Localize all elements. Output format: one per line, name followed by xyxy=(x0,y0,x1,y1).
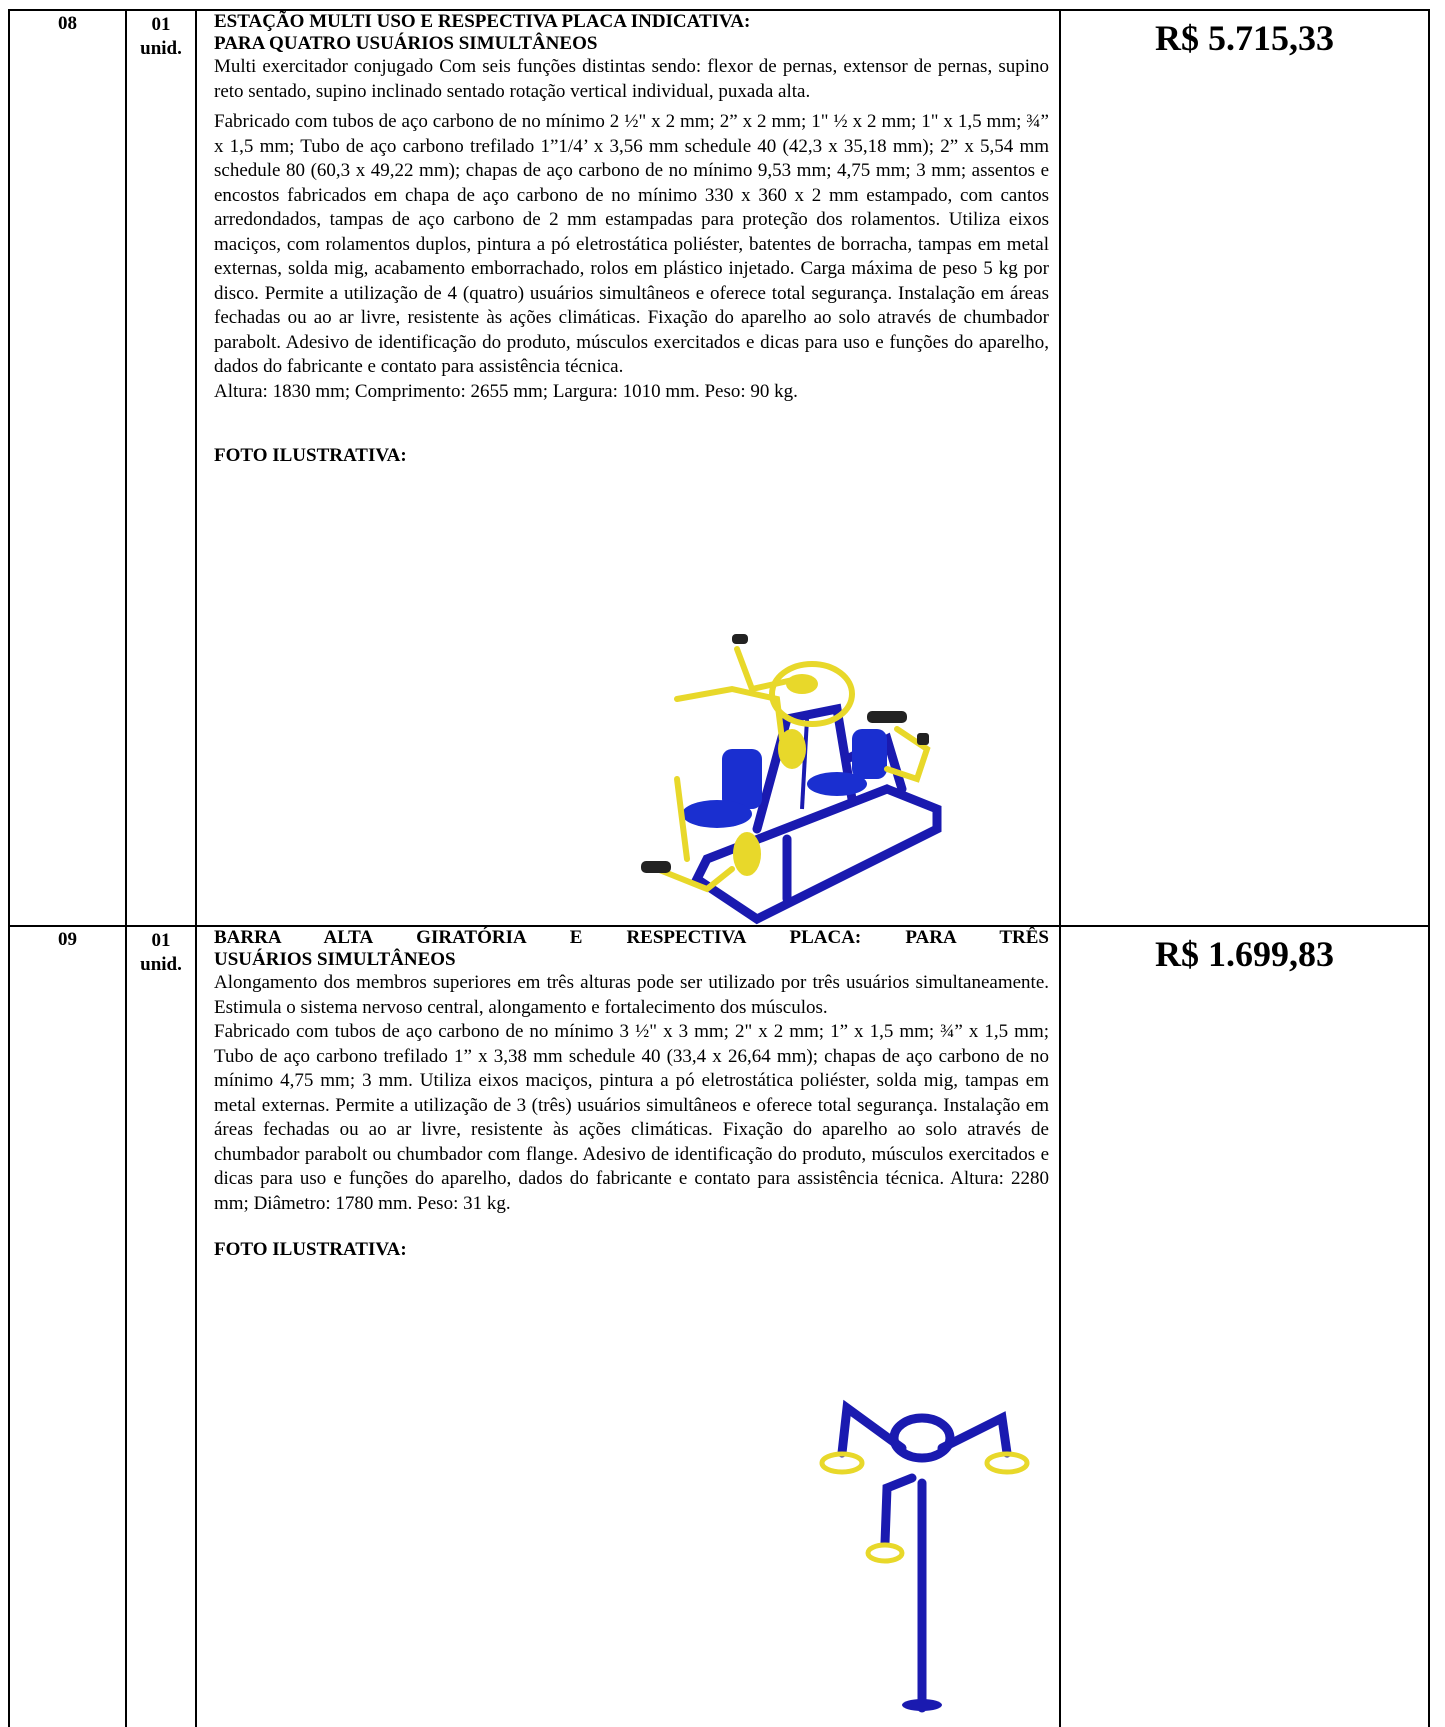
photo-label: FOTO ILUSTRATIVA: xyxy=(214,445,407,466)
paragraph: Fabricado com tubos de aço carbono de no… xyxy=(214,111,1049,377)
unit: unid. xyxy=(140,954,182,975)
equipment-illustration xyxy=(641,634,942,925)
item-number: 09 xyxy=(8,927,125,1727)
paragraph: Multi exercitador conjugado Com seis fun… xyxy=(214,56,1049,102)
unit: unid. xyxy=(140,38,182,59)
paragraph: Altura: 1830 mm; Comprimento: 2655 mm; L… xyxy=(214,380,798,402)
description-cell: BARRA ALTA GIRATÓRIA E RESPECTIVA PLACA:… xyxy=(195,927,1059,1727)
title-line: PARA QUATRO USUÁRIOS SIMULTÂNEOS xyxy=(214,33,598,54)
description-cell: ESTAÇÃO MULTI USO E RESPECTIVA PLACA IND… xyxy=(195,11,1059,925)
quantity-cell: 01 unid. xyxy=(125,927,195,1727)
title-line: ESTAÇÃO MULTI USO E RESPECTIVA PLACA IND… xyxy=(214,11,751,32)
price: R$ 1.699,83 xyxy=(1059,927,1430,1727)
item-title: BARRA ALTA GIRATÓRIA E RESPECTIVA PLACA:… xyxy=(214,927,1049,971)
title-line: USUÁRIOS SIMULTÂNEOS xyxy=(214,949,456,970)
quantity: 01 xyxy=(151,930,171,951)
equipment-illustration xyxy=(819,1399,1030,1713)
quantity-cell: 01 unid. xyxy=(125,11,195,925)
paragraph: Fabricado com tubos de aço carbono de no… xyxy=(214,1021,1049,1214)
table: 08 01 unid. ESTAÇÃO MULTI USO E RESPECTI… xyxy=(8,9,1430,1727)
price: R$ 5.715,33 xyxy=(1059,11,1430,925)
table-row: 08 01 unid. ESTAÇÃO MULTI USO E RESPECTI… xyxy=(8,9,1430,925)
item-title: ESTAÇÃO MULTI USO E RESPECTIVA PLACA IND… xyxy=(214,11,1049,55)
title-line: BARRA ALTA GIRATÓRIA E RESPECTIVA PLACA:… xyxy=(214,927,1049,948)
quantity: 01 xyxy=(151,14,171,35)
paragraph: Alongamento dos membros superiores em tr… xyxy=(214,972,1049,1018)
photo-label: FOTO ILUSTRATIVA: xyxy=(214,1239,407,1260)
item-number: 08 xyxy=(8,11,125,925)
table-row: 09 01 unid. BARRA ALTA GIRATÓRIA E RESPE… xyxy=(8,925,1430,1727)
